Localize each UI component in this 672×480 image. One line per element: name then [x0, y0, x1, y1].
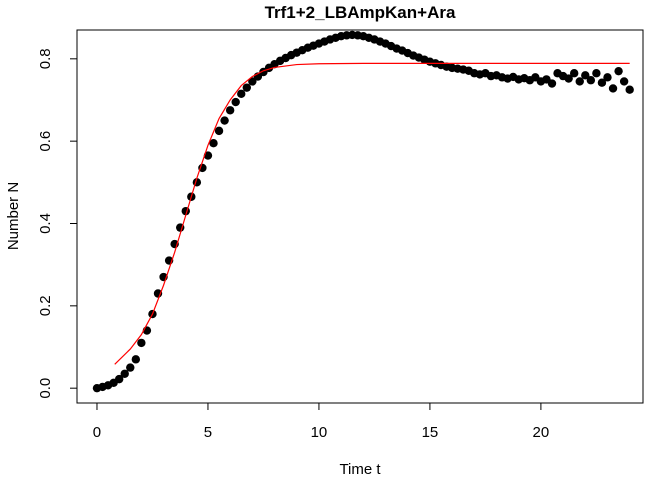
data-point [131, 355, 141, 364]
data-point [586, 76, 596, 85]
data-point [248, 77, 257, 86]
x-tick-label: 5 [204, 424, 212, 441]
data-point [209, 139, 218, 148]
data-point [592, 69, 601, 78]
x-tick-label: 10 [311, 424, 328, 441]
data-point [120, 369, 129, 378]
data-point [225, 106, 235, 115]
data-point [237, 89, 246, 99]
data-point [597, 78, 607, 87]
y-axis-label: Number N [5, 182, 22, 250]
y-tick-label: 0.4 [37, 213, 54, 234]
data-point [603, 73, 612, 82]
data-point [242, 83, 251, 92]
data-point [608, 84, 618, 93]
y-tick-label: 0.8 [37, 48, 54, 69]
data-point [564, 74, 573, 83]
x-tick-label: 20 [533, 424, 550, 441]
fit-line [114, 62, 630, 365]
data-point [231, 97, 240, 107]
data-point [569, 69, 579, 78]
data-point [114, 374, 124, 384]
data-point [126, 363, 135, 372]
plot-box [76, 29, 644, 404]
y-tick-label: 0.2 [37, 295, 54, 316]
data-point [625, 85, 634, 94]
y-tick-label: 0.0 [37, 378, 54, 399]
data-point [619, 77, 629, 86]
data-point [214, 126, 224, 136]
data-point [547, 79, 557, 88]
y-tick-label: 0.6 [37, 131, 54, 152]
data-point [575, 77, 584, 86]
data-point [198, 163, 207, 173]
data-point [220, 116, 229, 125]
data-point [137, 338, 146, 348]
chart-title: Trf1+2_LBAmpKan+Ara [265, 3, 456, 22]
data-point [614, 66, 623, 76]
x-tick-label: 15 [422, 424, 439, 441]
x-tick-label: 0 [93, 424, 101, 441]
data-point [581, 71, 590, 80]
data-point [203, 151, 213, 160]
x-axis-label: Time t [339, 461, 381, 478]
